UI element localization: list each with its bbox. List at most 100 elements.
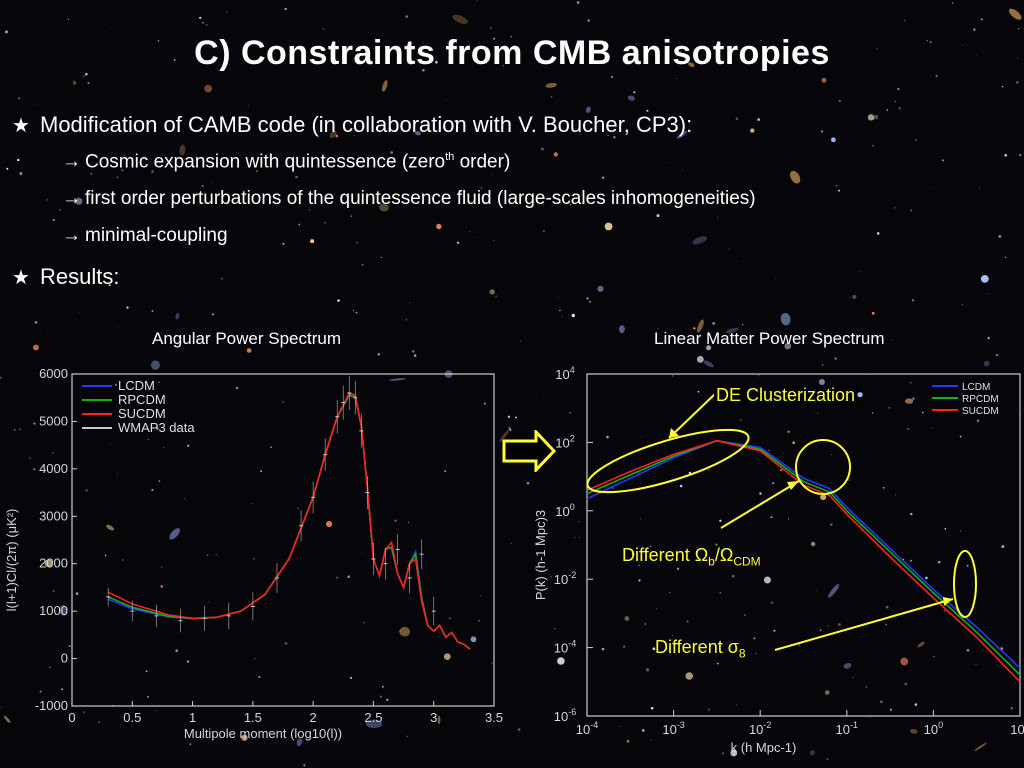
star-dot [52, 218, 56, 222]
star-dot [1018, 28, 1020, 30]
star-dot [382, 686, 384, 688]
star-dot [980, 18, 983, 21]
star-dot [857, 392, 863, 398]
star-dot [876, 48, 878, 50]
star-dot [534, 542, 538, 546]
star-dot [717, 217, 719, 219]
star-dot [743, 260, 745, 262]
star-dot [336, 576, 339, 579]
x-tick-label: 1.5 [244, 710, 262, 725]
star-dot [145, 670, 148, 673]
star-dot [898, 107, 901, 110]
star-dot [158, 480, 161, 483]
star-dot [849, 297, 851, 299]
different-sigma-label: Different σ8 [655, 637, 746, 661]
star-dot [959, 435, 962, 438]
star-dot [825, 690, 830, 695]
galaxy-dot [106, 524, 115, 531]
star-dot [938, 561, 941, 564]
star-dot [587, 19, 590, 22]
star-dot [872, 144, 874, 147]
star-dot [601, 647, 605, 651]
y-tick-label: 104 [555, 365, 574, 382]
star-dot [588, 727, 590, 729]
star-dot [246, 348, 252, 353]
star-dot [241, 734, 248, 741]
galaxy-dot [382, 80, 388, 92]
star-dot [17, 158, 20, 162]
star-dot [553, 152, 558, 157]
plot-frame [586, 373, 1021, 717]
annotation-arrow [720, 480, 800, 529]
star-dot [33, 344, 39, 351]
star-dot [49, 666, 51, 669]
star-dot [669, 162, 670, 164]
star-dot [247, 105, 249, 107]
star-dot [894, 101, 896, 103]
star-dot [470, 636, 477, 643]
x-tick-label: 2 [310, 710, 317, 725]
galaxy-dot [843, 662, 852, 669]
star-dot [393, 157, 396, 160]
star-dot [831, 453, 832, 455]
star-dot [819, 629, 822, 631]
star-dot [757, 118, 760, 121]
star-dot [772, 482, 775, 485]
star-dot [407, 521, 410, 524]
star-dot [904, 682, 908, 686]
star-dot [380, 256, 382, 259]
star-dot [753, 637, 756, 640]
galaxy-dot [415, 131, 421, 136]
star-dot [208, 601, 210, 603]
star-dot [852, 676, 854, 679]
x-tick-label: 1 [189, 710, 196, 725]
star-dot [969, 537, 971, 538]
star-dot [6, 167, 9, 170]
star-dot [360, 553, 362, 554]
star-dot [121, 559, 124, 561]
star-dot [706, 345, 712, 351]
galaxy-dot [585, 106, 591, 113]
star-dot [852, 294, 857, 299]
star-dot [784, 342, 792, 350]
star-dot [871, 412, 874, 414]
star-dot [116, 473, 118, 475]
legend-label: RPCDM [962, 394, 999, 405]
star-dot [650, 739, 652, 740]
star-dot [350, 215, 353, 217]
star-dot [411, 697, 413, 698]
galaxy-dot [379, 203, 389, 212]
x-tick-label: 0 [68, 710, 75, 725]
star-dot [355, 311, 358, 314]
star-dot [284, 642, 288, 645]
star-dot [557, 657, 565, 665]
star-dot [646, 109, 649, 112]
star-dot [19, 428, 21, 430]
star-dot [835, 342, 837, 344]
star-dot [574, 537, 576, 539]
star-dot [759, 492, 762, 495]
galaxy-dot [703, 360, 714, 368]
star-dot [646, 668, 650, 672]
star-dot [61, 688, 63, 691]
star-dot [987, 337, 990, 340]
arrowhead [669, 428, 679, 438]
galaxy-dot [175, 312, 180, 320]
star-dot [83, 711, 85, 713]
star-dot [921, 411, 924, 414]
star-dot [980, 275, 989, 283]
annotation-arrow [668, 393, 716, 439]
galaxy-dot [917, 641, 925, 648]
star-dot [151, 170, 154, 173]
star-dot [160, 585, 163, 588]
galaxy-dot [809, 750, 816, 756]
star-dot [186, 660, 190, 663]
star-dot [295, 175, 298, 179]
star-dot [436, 223, 442, 230]
star-dot [311, 523, 313, 525]
star-dot [820, 130, 824, 133]
star-dot [1003, 155, 1005, 157]
galaxy-dot [329, 130, 337, 138]
star-dot [888, 406, 891, 409]
star-dot [19, 172, 23, 175]
